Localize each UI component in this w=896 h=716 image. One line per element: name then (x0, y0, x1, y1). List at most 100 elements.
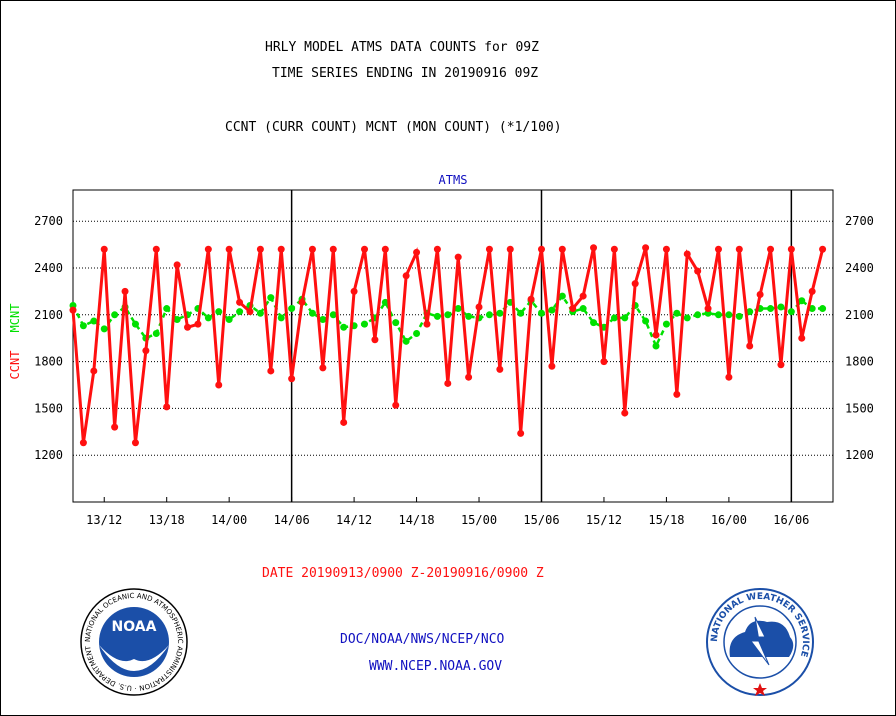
data-point-ccnt (642, 244, 650, 252)
data-point-ccnt (90, 367, 98, 375)
data-point-ccnt (808, 287, 816, 295)
data-point-mcnt (819, 305, 827, 313)
data-point-ccnt (558, 245, 566, 253)
data-point-mcnt (340, 323, 348, 331)
data-point-ccnt (236, 298, 244, 306)
data-point-ccnt (506, 245, 514, 253)
data-point-mcnt (787, 308, 795, 316)
data-point-ccnt (413, 248, 421, 256)
data-point-ccnt (350, 287, 358, 295)
x-tick-label: 14/00 (211, 513, 247, 527)
data-point-ccnt (590, 244, 598, 252)
data-point-ccnt (173, 261, 181, 269)
data-point-ccnt (496, 365, 504, 373)
data-point-ccnt (777, 361, 785, 369)
noaa-logo: NATIONAL OCEANIC AND ATMOSPHERIC ADMINIS… (79, 587, 188, 696)
data-point-ccnt (694, 267, 702, 275)
data-point-ccnt (277, 245, 285, 253)
data-point-ccnt (652, 331, 660, 339)
data-point-ccnt (725, 373, 733, 381)
data-point-mcnt (267, 294, 275, 302)
data-point-ccnt (100, 245, 108, 253)
data-point-ccnt (194, 320, 202, 328)
data-point-ccnt (319, 364, 327, 372)
data-point-mcnt (558, 292, 566, 300)
data-point-mcnt (746, 308, 754, 316)
data-point-ccnt (381, 245, 389, 253)
data-point-ccnt (819, 245, 827, 253)
data-point-ccnt (704, 305, 712, 313)
data-point-mcnt (548, 306, 556, 314)
data-point-mcnt (579, 305, 587, 313)
data-point-mcnt (308, 309, 316, 317)
plot-frame (72, 189, 834, 503)
data-point-ccnt (142, 347, 150, 355)
data-point-mcnt (673, 309, 681, 317)
y-tick-label-left: 1200 (34, 448, 63, 462)
data-point-ccnt (579, 292, 587, 300)
data-point-ccnt (683, 250, 691, 258)
data-point-ccnt (548, 362, 556, 370)
data-point-ccnt (184, 323, 192, 331)
data-point-ccnt (787, 245, 795, 253)
data-point-mcnt (413, 330, 421, 338)
data-point-ccnt (288, 375, 296, 383)
data-point-mcnt (642, 317, 650, 325)
data-point-mcnt (808, 305, 816, 313)
x-tick-label: 14/18 (398, 513, 434, 527)
data-point-mcnt (163, 305, 171, 313)
data-point-mcnt (173, 315, 181, 323)
org-line: DOC/NOAA/NWS/NCEP/NCO (340, 632, 505, 647)
x-tick-label: 15/18 (648, 513, 684, 527)
data-point-ccnt (714, 245, 722, 253)
data-point-ccnt (433, 245, 441, 253)
data-point-mcnt (288, 305, 296, 313)
data-point-ccnt (298, 298, 306, 306)
data-point-mcnt (735, 312, 743, 320)
y-tick-label-right: 2400 (845, 261, 874, 275)
data-point-mcnt (319, 315, 327, 323)
y-tick-label-right: 1500 (845, 401, 874, 415)
data-point-mcnt (767, 305, 775, 313)
data-point-ccnt (621, 409, 629, 417)
data-point-ccnt (121, 287, 129, 295)
data-point-mcnt (610, 314, 618, 322)
data-point-ccnt (798, 334, 806, 342)
y-tick-label-left: 1800 (34, 355, 63, 369)
y-tick-label-right: 1200 (845, 448, 874, 462)
chart-title: ATMS (439, 173, 468, 187)
data-point-mcnt (433, 312, 441, 320)
data-point-ccnt (256, 245, 264, 253)
data-point-mcnt (402, 337, 410, 345)
data-point-ccnt (267, 367, 275, 375)
data-point-mcnt (256, 309, 264, 317)
data-point-mcnt (652, 342, 660, 350)
data-point-mcnt (662, 320, 670, 328)
series-line-ccnt (71, 247, 825, 443)
title-line-2: TIME SERIES ENDING IN 20190916 09Z (272, 66, 539, 81)
data-point-mcnt (90, 317, 98, 325)
data-point-mcnt (444, 311, 452, 319)
data-point-mcnt (496, 309, 504, 317)
data-point-ccnt (465, 373, 473, 381)
data-point-mcnt (111, 311, 119, 319)
data-point-ccnt (444, 379, 452, 387)
y-tick-label-left: 2400 (34, 261, 63, 275)
data-point-mcnt (329, 311, 337, 319)
data-point-ccnt (163, 403, 171, 411)
data-point-ccnt (152, 245, 160, 253)
data-point-mcnt (100, 325, 108, 333)
website-link[interactable]: WWW.NCEP.NOAA.GOV (369, 659, 503, 674)
y-tick-label-left: 2100 (34, 308, 63, 322)
data-point-mcnt (225, 315, 233, 323)
data-point-ccnt (329, 245, 337, 253)
chart-subtitle: CCNT (CURR COUNT) MCNT (MON COUNT) (*1/1… (225, 120, 562, 135)
data-point-mcnt (392, 319, 400, 327)
data-point-ccnt (454, 253, 462, 261)
data-point-mcnt (131, 320, 139, 328)
y-tick-label-right: 2100 (845, 308, 874, 322)
data-point-mcnt (236, 308, 244, 316)
data-point-mcnt (381, 298, 389, 306)
x-tick-label: 15/12 (586, 513, 622, 527)
date-range-label: DATE 20190913/0900 Z-20190916/0900 Z (262, 566, 544, 581)
